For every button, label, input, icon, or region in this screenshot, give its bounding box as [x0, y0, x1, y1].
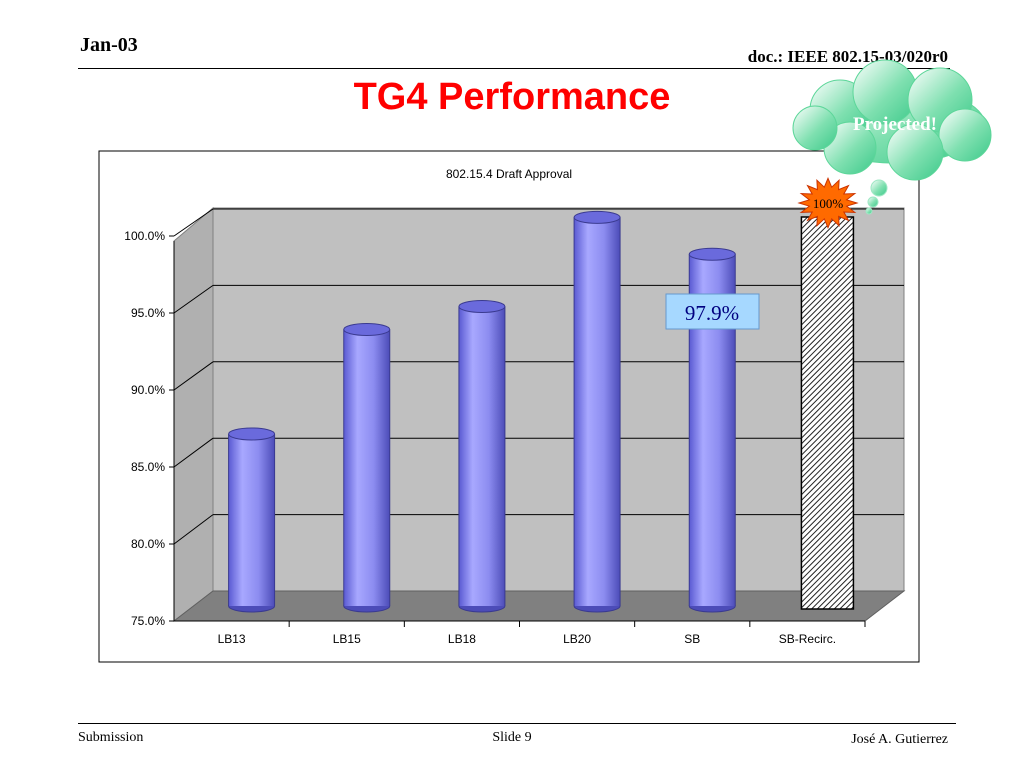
- header-doc-id: doc.: IEEE 802.15-03/020r0: [747, 47, 948, 66]
- bar-lb20: [573, 210, 621, 613]
- sb-value-box: 97.9%: [665, 293, 760, 330]
- gridline-side: [173, 437, 214, 468]
- value-box-label: 97.9%: [685, 301, 739, 325]
- header-date: Jan-03: [80, 34, 138, 56]
- side-wall: [173, 206, 214, 623]
- slide-title: TG4 Performance: [353, 76, 671, 118]
- gridline-side: [173, 284, 214, 314]
- chart-title: 802.15.4 Draft Approval: [446, 167, 572, 181]
- x-tick-label: SB: [684, 632, 700, 646]
- footer-slide-number: Slide 9: [492, 730, 532, 745]
- x-tick-label: LB13: [218, 632, 246, 646]
- bubble-dot-medium: [867, 196, 879, 208]
- y-tick-label: 85.0%: [131, 460, 165, 474]
- y-tick-label: 100.0%: [124, 229, 165, 243]
- bubble-dot-small: [865, 207, 873, 215]
- bubble-dot-large: [870, 179, 888, 197]
- bar-lb18: [458, 299, 506, 613]
- gridline-side: [173, 514, 214, 545]
- footer-submission: Submission: [78, 730, 144, 745]
- bar-lb13: [228, 427, 276, 613]
- starburst-label: 100%: [813, 196, 844, 211]
- x-tick-label: SB-Recirc.: [779, 632, 836, 646]
- footer-author: José A. Gutierrez: [851, 732, 948, 747]
- header-divider: [78, 68, 950, 69]
- chart-floor: [172, 590, 906, 622]
- bar-sb-recirc-: [800, 216, 855, 610]
- x-tick-label: LB20: [563, 632, 591, 646]
- cloud-label: Projected!: [853, 114, 937, 135]
- x-tick-label: LB15: [333, 632, 361, 646]
- gridline-side: [173, 361, 214, 391]
- y-tick-label: 80.0%: [131, 537, 165, 551]
- y-tick-label: 90.0%: [131, 383, 165, 397]
- projected-starburst: 100%: [797, 176, 859, 230]
- y-tick-label: 75.0%: [131, 614, 165, 628]
- gridline-side: [173, 208, 214, 237]
- footer-divider: [78, 723, 956, 724]
- x-tick-label: LB18: [448, 632, 476, 646]
- bar-lb15: [343, 323, 391, 613]
- projected-cloud: Projected!: [792, 59, 992, 181]
- y-tick-label: 95.0%: [131, 306, 165, 320]
- back-wall: [212, 207, 905, 592]
